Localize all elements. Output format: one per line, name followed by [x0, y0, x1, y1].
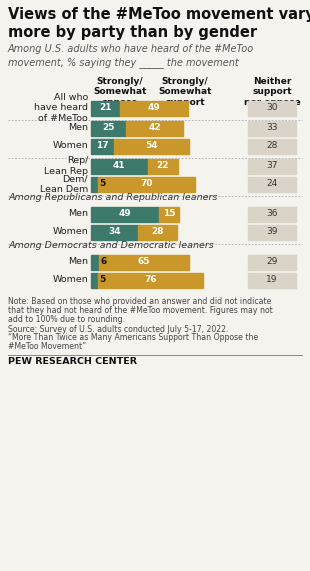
Text: 22: 22 [157, 162, 169, 171]
Text: 34: 34 [108, 227, 121, 236]
Bar [120, 100, 188, 115]
Text: 5: 5 [99, 179, 105, 188]
Text: 39: 39 [266, 227, 278, 236]
Bar [91, 255, 99, 270]
Text: Among Democrats and Democratic leaners: Among Democrats and Democratic leaners [8, 242, 214, 251]
Text: 65: 65 [138, 258, 150, 267]
Text: Rep/
Lean Rep: Rep/ Lean Rep [44, 156, 88, 176]
Text: “More Than Twice as Many Americans Support Than Oppose the: “More Than Twice as Many Americans Suppo… [8, 333, 258, 343]
Text: that they had not heard of the #MeToo movement. Figures may not: that they had not heard of the #MeToo mo… [8, 306, 273, 315]
Bar [248, 272, 296, 288]
Text: Men: Men [68, 123, 88, 132]
Text: 30: 30 [266, 103, 278, 112]
Bar [248, 207, 296, 222]
Bar [91, 207, 159, 222]
Text: Dem/
Lean Dem: Dem/ Lean Dem [40, 174, 88, 194]
Bar [91, 272, 98, 288]
Text: Neither
support
nor oppose: Neither support nor oppose [244, 77, 300, 107]
Text: 5: 5 [99, 275, 105, 284]
Bar [248, 224, 296, 239]
Text: All who
have heard
of #MeToo: All who have heard of #MeToo [34, 93, 88, 123]
Bar [114, 139, 189, 154]
Text: Women: Women [52, 227, 88, 236]
Text: Among Republicans and Republican leaners: Among Republicans and Republican leaners [8, 194, 217, 203]
Bar [138, 224, 177, 239]
Bar [248, 139, 296, 154]
Text: 17: 17 [96, 142, 109, 151]
Text: 70: 70 [140, 179, 153, 188]
Text: #MeToo Movement”: #MeToo Movement” [8, 342, 86, 351]
Bar [248, 120, 296, 135]
Text: Strongly/
Somewhat
support: Strongly/ Somewhat support [158, 77, 212, 107]
Text: Views of the #MeToo movement vary
more by party than by gender: Views of the #MeToo movement vary more b… [8, 7, 310, 40]
Text: 28: 28 [266, 142, 278, 151]
Bar [91, 176, 98, 191]
Bar [248, 255, 296, 270]
Text: 19: 19 [266, 275, 278, 284]
Text: add to 100% due to rounding.: add to 100% due to rounding. [8, 315, 125, 324]
Text: 33: 33 [266, 123, 278, 132]
Text: 6: 6 [100, 258, 106, 267]
Bar [91, 139, 114, 154]
Text: 15: 15 [163, 210, 175, 219]
Text: 37: 37 [266, 162, 278, 171]
Text: 54: 54 [145, 142, 158, 151]
Text: Among U.S. adults who have heard of the #MeToo
movement, % saying they _____ the: Among U.S. adults who have heard of the … [8, 44, 254, 68]
Text: 28: 28 [151, 227, 163, 236]
Text: 21: 21 [99, 103, 112, 112]
Text: 41: 41 [113, 162, 126, 171]
Text: 36: 36 [266, 210, 278, 219]
Bar [91, 159, 148, 174]
Bar [98, 272, 203, 288]
Text: 49: 49 [118, 210, 131, 219]
Text: Men: Men [68, 258, 88, 267]
Text: 76: 76 [144, 275, 157, 284]
Text: Source: Survey of U.S. adults conducted July 5-17, 2022.: Source: Survey of U.S. adults conducted … [8, 325, 228, 334]
Bar [91, 224, 138, 239]
Bar [248, 159, 296, 174]
Bar [99, 255, 189, 270]
Text: 42: 42 [148, 123, 161, 132]
Bar [91, 120, 126, 135]
Bar [91, 100, 120, 115]
Bar [98, 176, 194, 191]
Text: Women: Women [52, 275, 88, 284]
Bar [126, 120, 184, 135]
Text: 24: 24 [266, 179, 278, 188]
Text: Men: Men [68, 210, 88, 219]
Bar [159, 207, 179, 222]
Text: 49: 49 [148, 103, 160, 112]
Text: PEW RESEARCH CENTER: PEW RESEARCH CENTER [8, 357, 137, 367]
Text: Note: Based on those who provided an answer and did not indicate: Note: Based on those who provided an ans… [8, 297, 271, 307]
Text: 29: 29 [266, 258, 278, 267]
Text: Women: Women [52, 142, 88, 151]
Text: Strongly/
Somewhat
oppose: Strongly/ Somewhat oppose [93, 77, 147, 107]
Text: 25: 25 [102, 123, 114, 132]
Bar [148, 159, 178, 174]
Bar [248, 100, 296, 115]
Bar [248, 176, 296, 191]
